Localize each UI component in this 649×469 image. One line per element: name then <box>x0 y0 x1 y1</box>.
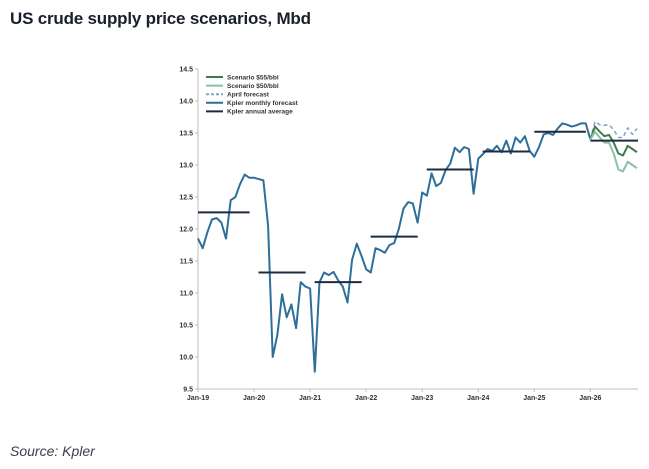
source-note: Source: Kpler <box>10 443 95 459</box>
x-tick-label: Jan-25 <box>523 395 545 402</box>
y-tick-label: 9.5 <box>183 387 193 394</box>
legend-label: Kpler monthly forecast <box>227 100 299 107</box>
y-tick-label: 10.0 <box>179 355 193 362</box>
x-tick-label: Jan-20 <box>243 395 265 402</box>
legend-label: Scenario $55/bbl <box>227 74 279 81</box>
legend-label: April forecast <box>227 92 270 99</box>
x-tick-label: Jan-24 <box>467 395 489 402</box>
y-tick-label: 12.5 <box>179 195 193 202</box>
y-tick-label: 13.0 <box>179 163 193 170</box>
y-tick-label: 13.5 <box>179 131 193 138</box>
legend-label: Kpler annual average <box>227 109 293 116</box>
chart-title: US crude supply price scenarios, Mbd <box>10 9 311 28</box>
y-tick-label: 11.0 <box>180 291 193 298</box>
y-tick-label: 10.5 <box>179 323 193 330</box>
y-tick-label: 14.0 <box>179 99 193 106</box>
x-tick-label: Jan-22 <box>355 395 377 402</box>
series-line-scenario-55-bbl <box>589 125 638 157</box>
y-tick-label: 12.0 <box>179 227 193 234</box>
y-tick-label: 14.5 <box>179 67 193 74</box>
x-tick-label: Jan-23 <box>411 395 433 402</box>
series-line-april-forecast <box>589 120 638 140</box>
x-tick-label: Jan-21 <box>299 395 321 402</box>
legend-label: Scenario $50/bbl <box>227 83 279 90</box>
x-tick-label: Jan-19 <box>187 395 209 402</box>
y-tick-label: 11.5 <box>180 259 193 266</box>
x-tick-label: Jan-26 <box>579 395 601 402</box>
series-line-scenario-50-bbl <box>589 130 638 173</box>
series-line-kpler-monthly-forecast <box>197 122 592 373</box>
